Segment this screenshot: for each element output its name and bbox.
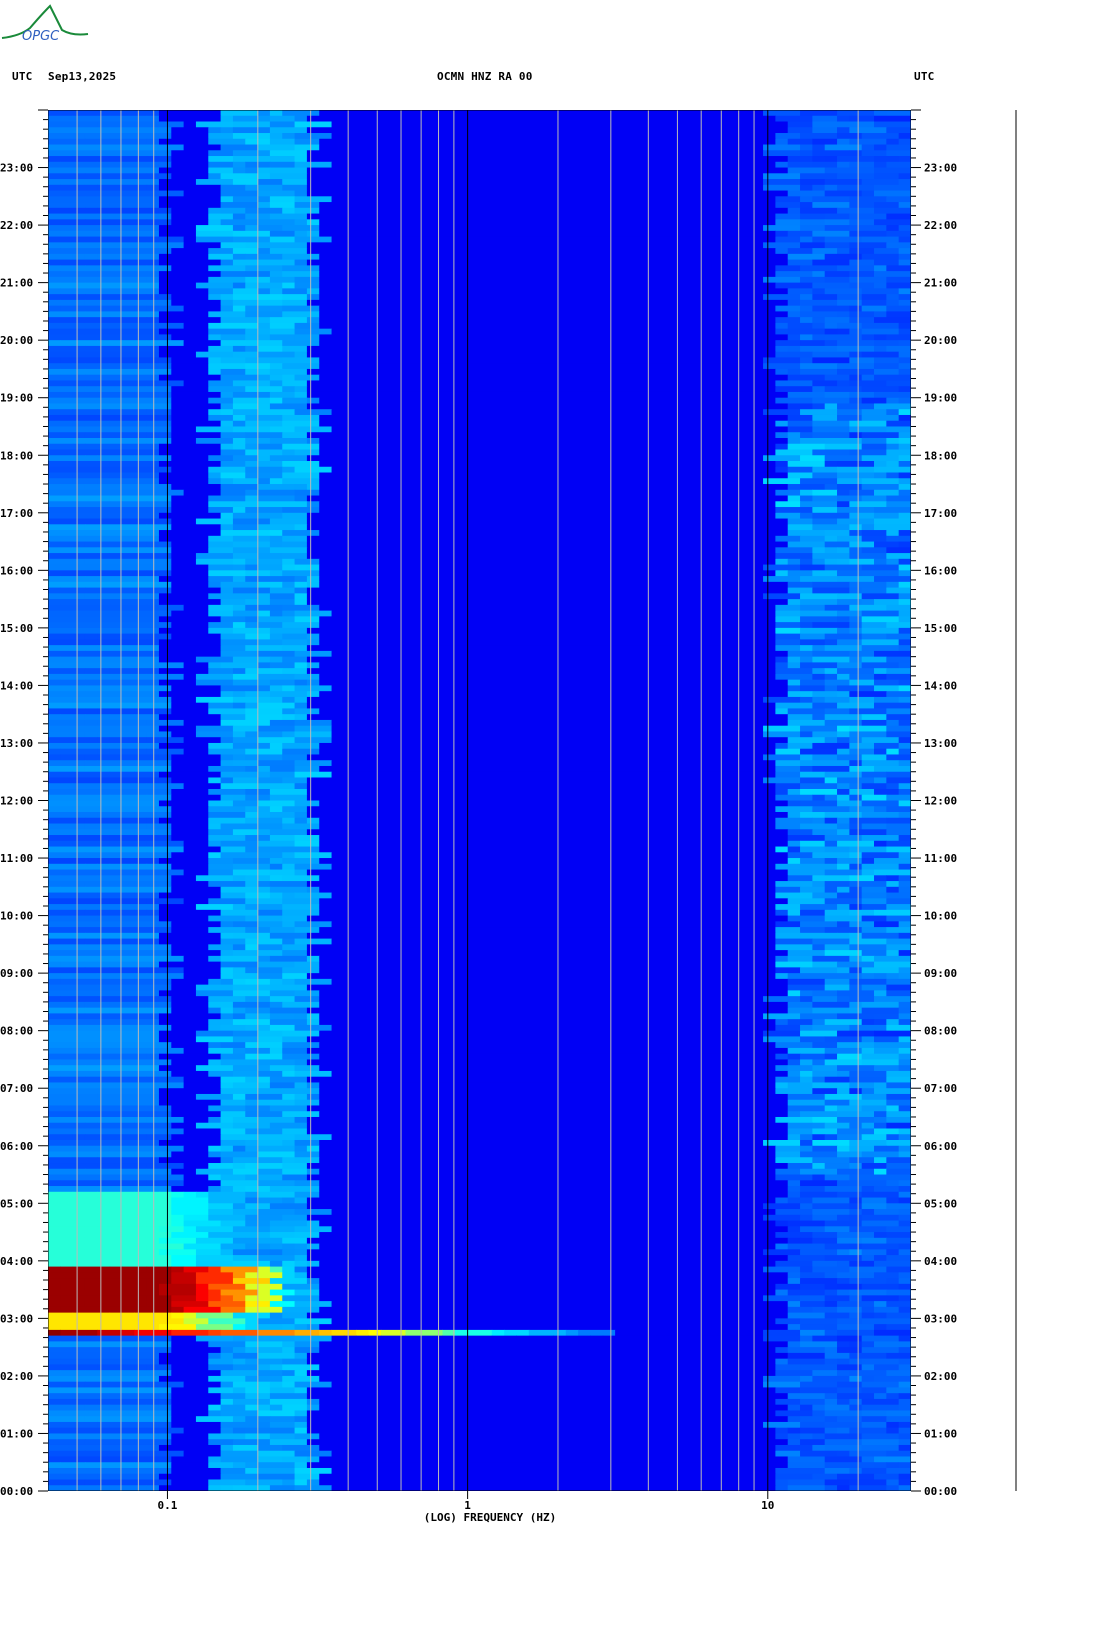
- y-tick-label-left: 21:00: [0, 277, 33, 290]
- y-tick-label-right: 15:00: [924, 622, 957, 635]
- y-tick-label-left: 20:00: [0, 334, 33, 347]
- y-tick-label-left: 23:00: [0, 162, 33, 175]
- y-tick-label-left: 16:00: [0, 564, 33, 577]
- y-tick-label-left: 17:00: [0, 507, 33, 520]
- y-tick-label-right: 13:00: [924, 737, 957, 750]
- y-tick-label-right: 20:00: [924, 334, 957, 347]
- y-tick-label-left: 01:00: [0, 1427, 33, 1440]
- y-tick-label-right: 02:00: [924, 1370, 957, 1383]
- y-tick-label-left: 04:00: [0, 1255, 33, 1268]
- y-tick-label-left: 18:00: [0, 449, 33, 462]
- y-tick-label-right: 23:00: [924, 162, 957, 175]
- y-tick-label-right: 09:00: [924, 967, 957, 980]
- y-tick-label-left: 22:00: [0, 219, 33, 232]
- y-tick-label-left: 12:00: [0, 795, 33, 808]
- y-tick-label-right: 21:00: [924, 277, 957, 290]
- y-tick-label-right: 08:00: [924, 1025, 957, 1038]
- y-tick-label-right: 19:00: [924, 392, 957, 405]
- x-tick-label: 1: [464, 1499, 471, 1512]
- y-tick-label-right: 10:00: [924, 910, 957, 923]
- x-axis-label: (LOG) FREQUENCY (HZ): [424, 1511, 556, 1524]
- y-tick-label-left: 07:00: [0, 1082, 33, 1095]
- frequency-axis: 0.1 1 10: [158, 1491, 774, 1512]
- y-tick-label-left: 11:00: [0, 852, 33, 865]
- y-tick-label-left: 00:00: [0, 1485, 33, 1498]
- header-utc-left: UTC: [12, 70, 33, 83]
- y-tick-label-left: 14:00: [0, 679, 33, 692]
- x-tick-label: 0.1: [158, 1499, 178, 1512]
- y-tick-label-right: 01:00: [924, 1427, 957, 1440]
- spectrogram-heatmap: [48, 110, 911, 1491]
- x-tick-label: 10: [761, 1499, 774, 1512]
- y-tick-label-left: 03:00: [0, 1312, 33, 1325]
- y-tick-label-left: 13:00: [0, 737, 33, 750]
- y-tick-label-right: 03:00: [924, 1312, 957, 1325]
- y-tick-label-right: 14:00: [924, 679, 957, 692]
- y-tick-label-right: 16:00: [924, 564, 957, 577]
- y-tick-label-left: 19:00: [0, 392, 33, 405]
- y-tick-label-right: 18:00: [924, 449, 957, 462]
- y-tick-label-right: 04:00: [924, 1255, 957, 1268]
- y-tick-label-right: 06:00: [924, 1140, 957, 1153]
- y-tick-label-right: 12:00: [924, 795, 957, 808]
- y-tick-label-left: 10:00: [0, 910, 33, 923]
- y-tick-label-left: 06:00: [0, 1140, 33, 1153]
- y-tick-label-left: 08:00: [0, 1025, 33, 1038]
- y-tick-label-right: 11:00: [924, 852, 957, 865]
- opgc-logo-icon: OPGC: [1, 4, 89, 44]
- frequency-gridlines: [48, 110, 911, 1491]
- time-axis: 00:00 00:00 01:00 01:00 02:00 02:00 03:00 03:00…: [0, 109, 957, 1498]
- header-date: Sep13,2025: [48, 70, 117, 83]
- y-tick-label-right: 17:00: [924, 507, 957, 520]
- y-tick-label-right: 00:00: [924, 1485, 957, 1498]
- y-tick-label-right: 22:00: [924, 219, 957, 232]
- y-tick-label-left: 02:00: [0, 1370, 33, 1383]
- y-tick-label-left: 15:00: [0, 622, 33, 635]
- header-utc-right: UTC: [914, 70, 935, 83]
- opgc-logo: OPGC: [0, 0, 100, 52]
- logo-text: OPGC: [22, 29, 60, 44]
- y-tick-label-left: 09:00: [0, 967, 33, 980]
- header-station: OCMN HNZ RA 00: [437, 70, 533, 83]
- y-tick-label-right: 05:00: [924, 1197, 957, 1210]
- y-tick-label-right: 07:00: [924, 1082, 957, 1095]
- y-tick-label-left: 05:00: [0, 1197, 33, 1210]
